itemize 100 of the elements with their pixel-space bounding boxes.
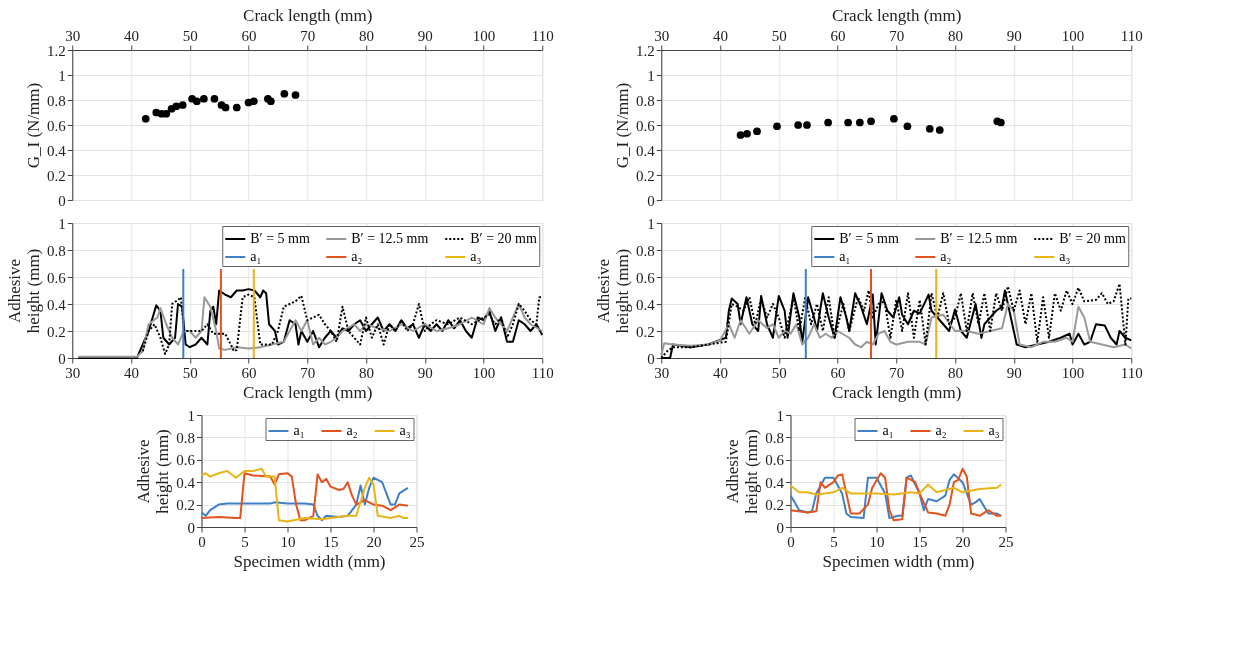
point [855, 118, 864, 127]
legend-label: a₂ [346, 423, 358, 438]
x-tick-label: 60 [241, 27, 257, 44]
y-tick-label: 1.2 [47, 42, 66, 59]
y-tick-label: 0.6 [765, 452, 785, 469]
y-tick-label: 0.8 [176, 429, 195, 446]
y-tick-label: 0.2 [636, 167, 655, 184]
y-tick-label: 0 [647, 350, 655, 367]
legend-label: B′ = 20 mm [1059, 231, 1126, 246]
x-tick-label: 30 [65, 27, 81, 44]
x-tick-label: 40 [713, 27, 729, 44]
legend-label: a₃ [470, 249, 482, 264]
y-tick-label: 0.8 [47, 92, 66, 109]
legend-label: B′ = 12.5 mm [940, 231, 1018, 246]
point [844, 118, 852, 127]
x-tick-label: 5 [830, 533, 838, 550]
legend-label: a₂ [940, 249, 952, 264]
x-axis-title: Crack length (mm) [832, 5, 962, 25]
x-tick-label: 100 [1061, 364, 1085, 381]
x-tick-label: 50 [771, 364, 787, 381]
x-tick-label: 15 [912, 533, 928, 550]
x-tick-label: 70 [889, 27, 905, 44]
x-tick-label: 90 [1006, 364, 1022, 381]
y-tick-label: 0.2 [47, 323, 66, 340]
x-tick-label: 80 [948, 364, 964, 381]
x-tick-label: 40 [124, 364, 140, 381]
y-tick-label: 1 [58, 67, 66, 84]
point [291, 91, 300, 99]
point [199, 94, 208, 103]
point [736, 131, 745, 139]
y-axis-title: G_I (N/mm) [24, 82, 44, 169]
y-axis-title: Adhesive height (mm) [134, 429, 173, 514]
point [773, 122, 781, 131]
x-tick-label: 70 [300, 27, 316, 44]
point [743, 129, 751, 138]
x-axis-title: Crack length (mm) [243, 5, 373, 25]
point [221, 103, 230, 112]
legend-label: a₃ [1059, 249, 1071, 264]
x-tick-label: 80 [359, 364, 375, 381]
y-tick-label: 0.6 [176, 452, 196, 469]
x-tick-label: 30 [654, 27, 670, 44]
point [178, 101, 187, 109]
y-tick-label: 0 [776, 519, 784, 536]
legend-label: a₁ [250, 249, 262, 264]
y-tick-label: 0 [58, 192, 66, 209]
legend-label: a₃ [399, 423, 411, 438]
point [210, 94, 219, 103]
legend-label: B′ = 5 mm [839, 231, 899, 246]
x-tick-label: 100 [472, 364, 496, 381]
point [903, 122, 912, 131]
y-tick-label: 1 [647, 215, 655, 232]
point [824, 118, 832, 127]
x-tick-label: 60 [830, 27, 846, 44]
x-tick-label: 30 [654, 364, 670, 381]
point [794, 121, 803, 129]
y-axis-title: G_I (N/mm) [613, 82, 633, 169]
x-tick-label: 70 [889, 364, 905, 381]
x-tick-label: 90 [417, 364, 433, 381]
point [192, 97, 201, 106]
y-tick-label: 0.6 [47, 117, 67, 134]
x-tick-label: 80 [359, 27, 375, 44]
y-tick-label: 0.6 [47, 269, 67, 286]
y-tick-label: 0.2 [765, 497, 784, 514]
point [867, 117, 875, 126]
y-axis-title: Adhesive height (mm) [5, 248, 44, 334]
x-tick-label: 50 [771, 27, 787, 44]
legend-label: a₂ [935, 423, 947, 438]
legend-label: B′ = 5 mm [250, 231, 310, 246]
x-tick-label: 40 [713, 364, 729, 381]
y-tick-label: 1.2 [636, 42, 655, 59]
y-tick-label: 0.4 [636, 296, 656, 313]
x-tick-label: 110 [1120, 364, 1143, 381]
x-tick-label: 100 [1061, 27, 1085, 44]
x-tick-label: 110 [531, 27, 554, 44]
y-tick-label: 1 [776, 407, 784, 424]
point [890, 114, 898, 123]
x-tick-label: 25 [409, 533, 425, 550]
y-tick-label: 0 [58, 350, 66, 367]
point [803, 121, 811, 129]
x-tick-label: 10 [869, 533, 885, 550]
line-series [789, 483, 1003, 496]
legend-label: a₁ [882, 423, 894, 438]
point [172, 102, 181, 111]
y-tick-label: 0 [187, 519, 195, 536]
x-tick-label: 5 [241, 533, 249, 550]
x-axis-title: Specimen width (mm) [233, 551, 386, 571]
legend-label: a₃ [988, 423, 1000, 438]
x-tick-label: 110 [1120, 27, 1143, 44]
x-tick-label: 60 [241, 364, 257, 381]
point [232, 103, 241, 112]
legend-label: a₁ [293, 423, 305, 438]
x-tick-label: 15 [323, 533, 339, 550]
point [753, 127, 761, 136]
x-tick-label: 70 [300, 364, 316, 381]
x-tick-label: 80 [948, 27, 964, 44]
y-tick-label: 0.2 [636, 323, 655, 340]
x-tick-label: 90 [1006, 27, 1022, 44]
y-tick-label: 0.8 [765, 429, 784, 446]
x-tick-label: 20 [955, 533, 971, 550]
y-tick-label: 0.4 [47, 296, 67, 313]
